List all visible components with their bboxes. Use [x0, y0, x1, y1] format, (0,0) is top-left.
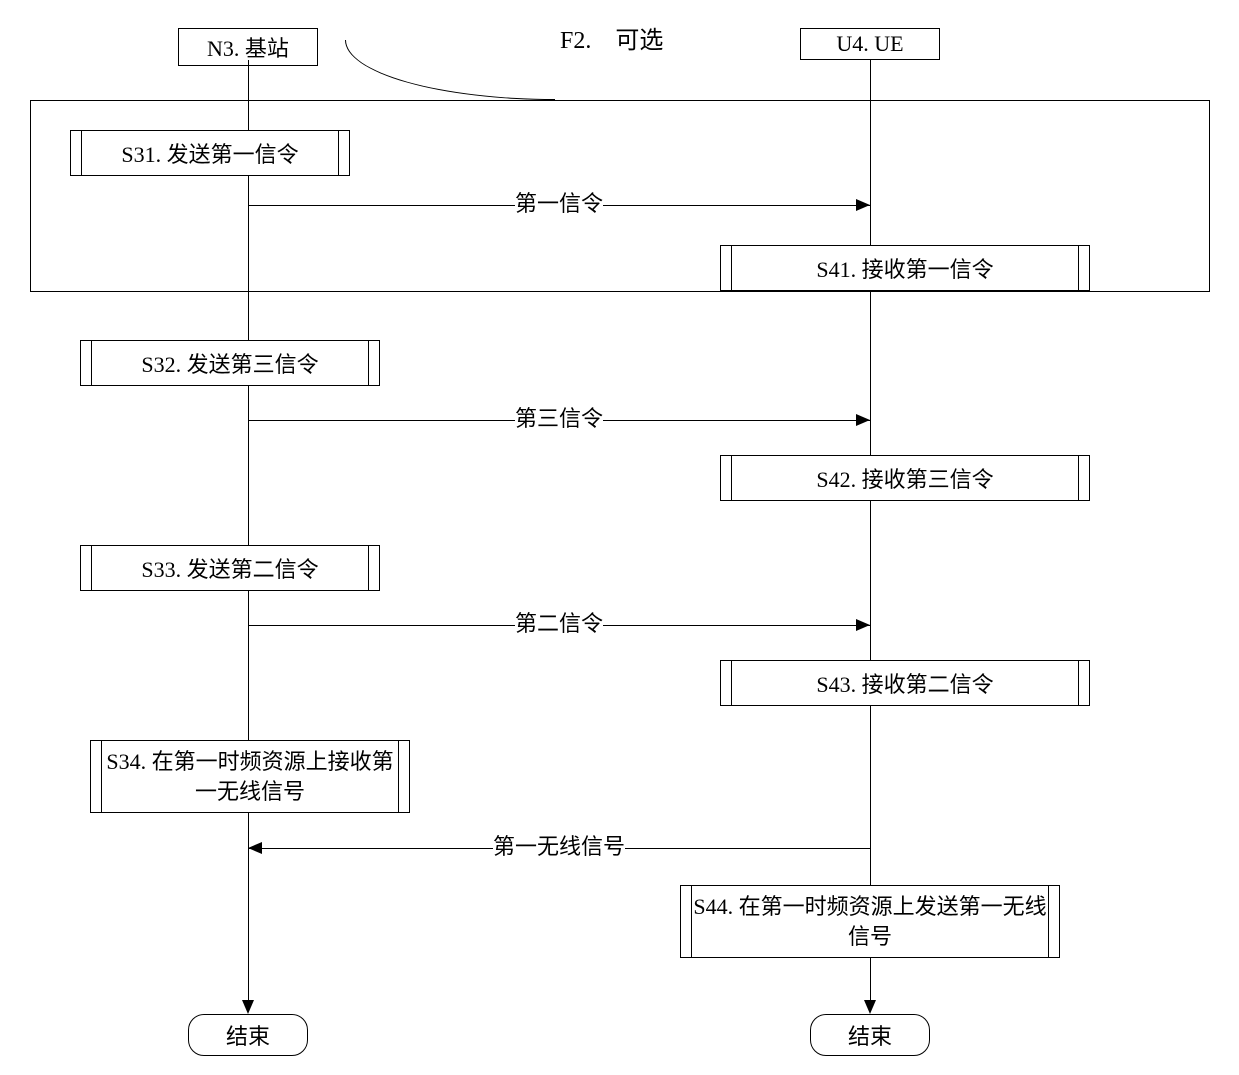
- lifeline-right-arrow: [864, 1000, 876, 1014]
- step-s34: S34. 在第一时频资源上接收第一无线信号: [90, 740, 410, 813]
- step-s44-text: S44. 在第一时频资源上发送第一无线信号: [685, 892, 1055, 951]
- step-s41-text: S41. 接收第一信令: [808, 252, 1001, 284]
- step-s34-text: S34. 在第一时频资源上接收第一无线信号: [95, 747, 405, 806]
- sequence-diagram: N3. 基站 U4. UE F2. 可选 S31. 发送第一信令 第一信令 S4…: [0, 0, 1239, 1075]
- step-s31-text: S31. 发送第一信令: [113, 137, 306, 169]
- step-s43: S43. 接收第二信令: [720, 660, 1090, 706]
- participant-ue: U4. UE: [800, 28, 940, 60]
- msg1-arrow: [856, 199, 870, 211]
- msg3-arrow: [856, 414, 870, 426]
- step-s42-text: S42. 接收第三信令: [808, 462, 1001, 494]
- msg2-label: 第二信令: [515, 606, 603, 638]
- terminator-left-text: 结束: [226, 1024, 270, 1049]
- participant-left-label: N3. 基站: [207, 36, 289, 61]
- terminator-right-text: 结束: [848, 1024, 892, 1049]
- step-s42: S42. 接收第三信令: [720, 455, 1090, 501]
- participant-right-label: U4. UE: [836, 31, 903, 56]
- opt-frame-pointer: [345, 40, 555, 100]
- step-s43-text: S43. 接收第二信令: [808, 667, 1001, 699]
- msg3-label: 第三信令: [515, 401, 603, 433]
- step-s33-text: S33. 发送第二信令: [133, 552, 326, 584]
- step-s41: S41. 接收第一信令: [720, 245, 1090, 291]
- step-s32: S32. 发送第三信令: [80, 340, 380, 386]
- lifeline-left-arrow: [242, 1000, 254, 1014]
- step-s33: S33. 发送第二信令: [80, 545, 380, 591]
- step-s32-text: S32. 发送第三信令: [133, 347, 326, 379]
- step-s31: S31. 发送第一信令: [70, 130, 350, 176]
- terminator-right: 结束: [810, 1014, 930, 1056]
- msg1-label: 第一信令: [515, 186, 603, 218]
- opt-frame-label: F2. 可选: [560, 20, 663, 55]
- msgr-label: 第一无线信号: [493, 829, 625, 861]
- msg2-arrow: [856, 619, 870, 631]
- terminator-left: 结束: [188, 1014, 308, 1056]
- opt-frame-ref: F2.: [560, 28, 591, 54]
- step-s44: S44. 在第一时频资源上发送第一无线信号: [680, 885, 1060, 958]
- opt-frame-text: 可选: [615, 28, 663, 54]
- msgr-arrow: [248, 842, 262, 854]
